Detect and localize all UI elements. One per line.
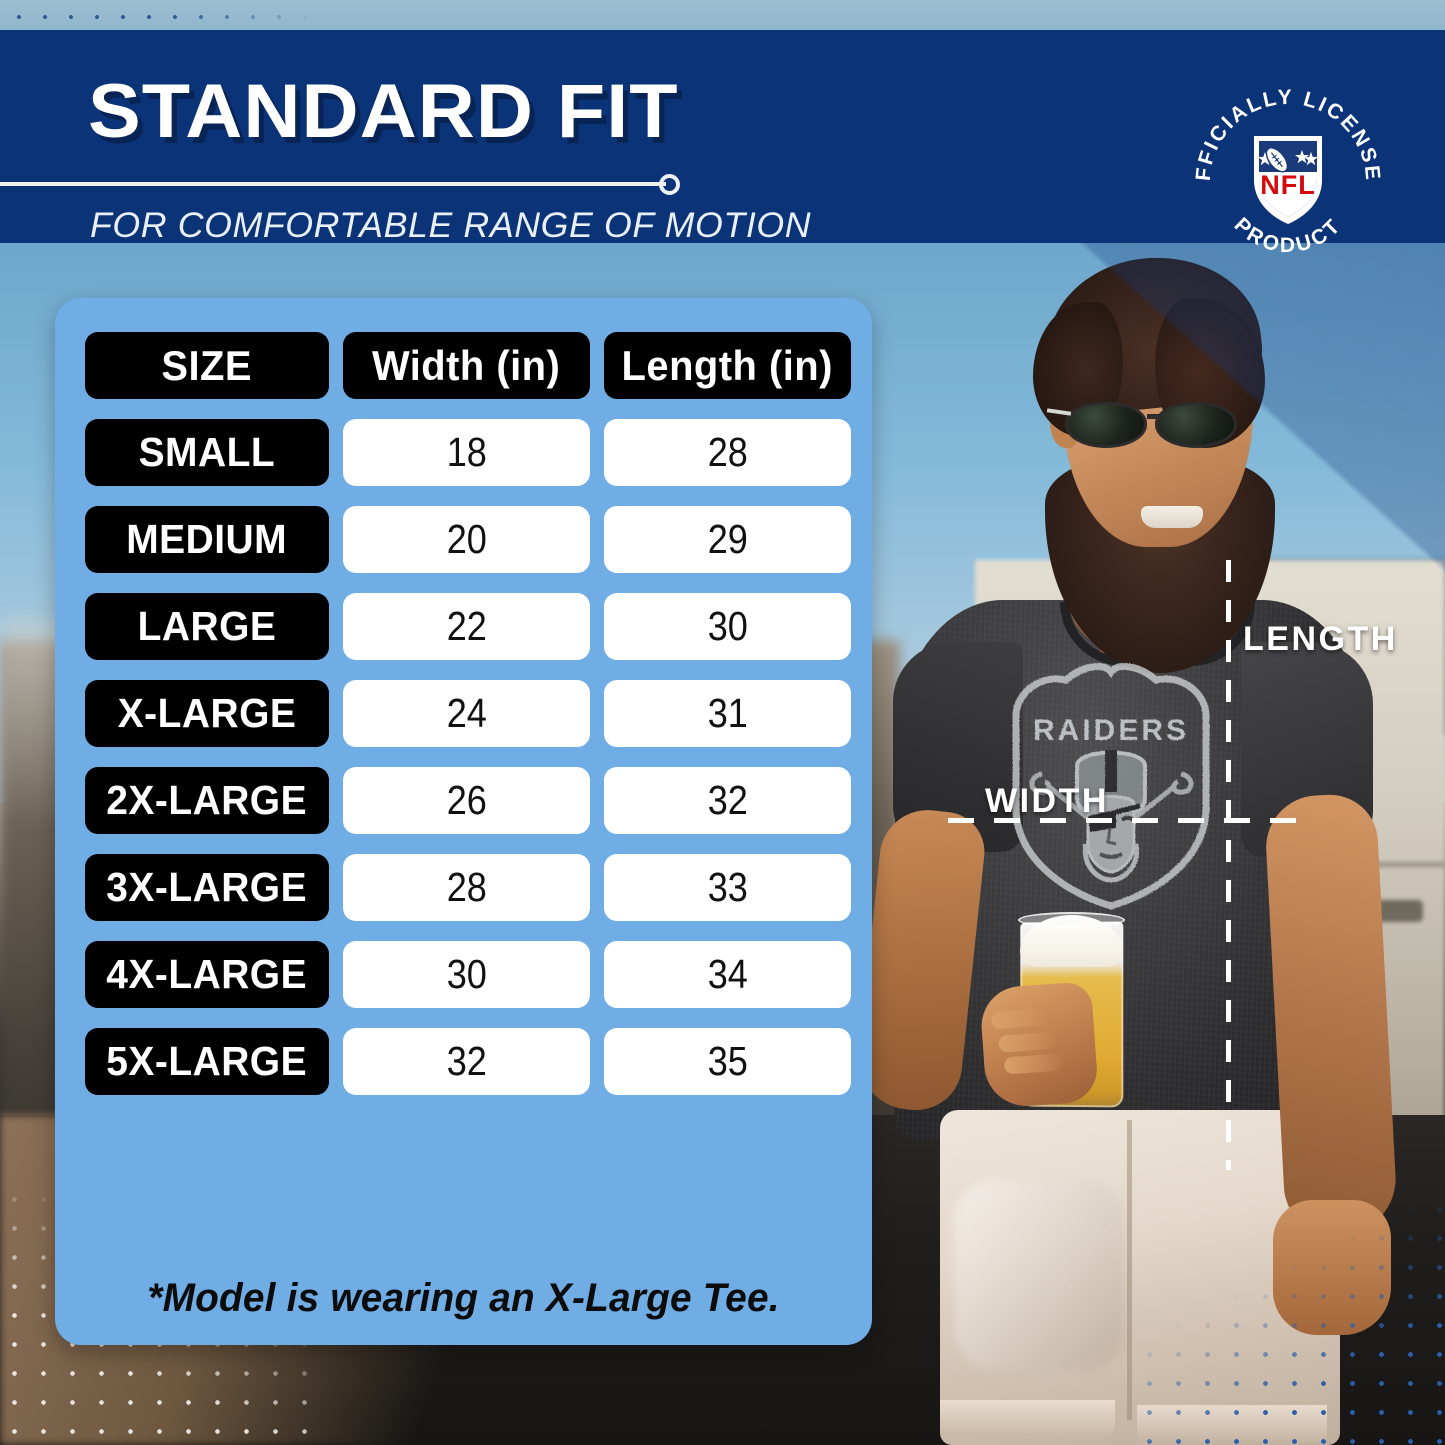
size-label: LARGE xyxy=(137,603,277,649)
model-smile xyxy=(1141,506,1203,528)
length-value: 31 xyxy=(707,690,748,736)
size-label: X-LARGE xyxy=(117,690,297,736)
column-header-width: Width (in) xyxy=(343,332,590,399)
sunglasses-bridge xyxy=(1147,414,1161,419)
width-value: 18 xyxy=(446,429,487,475)
width-cell: 24 xyxy=(343,680,590,747)
finger xyxy=(998,1031,1058,1053)
header-banner: STANDARD FIT FOR COMFORTABLE RANGE OF MO… xyxy=(0,30,1445,257)
dot-pattern-bottom-right xyxy=(1135,1195,1445,1445)
size-cell: X-LARGE xyxy=(85,680,329,747)
width-guide-label: WIDTH xyxy=(985,782,1109,820)
model-sunglasses xyxy=(1046,398,1253,450)
size-label: 4X-LARGE xyxy=(106,951,308,997)
width-value: 30 xyxy=(446,951,487,997)
column-header-size-label: SIZE xyxy=(161,341,253,389)
table-row: LARGE 22 30 xyxy=(85,593,857,660)
size-label: 3X-LARGE xyxy=(106,864,308,910)
column-header-length-label: Length (in) xyxy=(621,341,834,389)
header-divider xyxy=(0,182,666,186)
model-size-footnote: *Model is wearing an X-Large Tee. xyxy=(147,1276,780,1320)
size-table: SIZE Width (in) Length (in) SMALL 18 28 … xyxy=(85,332,857,1095)
width-value: 26 xyxy=(446,777,487,823)
length-guide-label: LENGTH xyxy=(1243,620,1398,658)
shorts-seam xyxy=(1127,1120,1132,1420)
table-row: 5X-LARGE 32 35 xyxy=(85,1028,857,1095)
length-value: 28 xyxy=(707,429,748,475)
length-value: 33 xyxy=(707,864,748,910)
width-value: 28 xyxy=(446,864,487,910)
size-cell: 3X-LARGE xyxy=(85,854,329,921)
table-row: 4X-LARGE 30 34 xyxy=(85,941,857,1008)
sunglasses-lens-right xyxy=(1155,402,1237,448)
length-cell: 35 xyxy=(604,1028,851,1095)
width-value: 22 xyxy=(446,603,487,649)
table-row: 2X-LARGE 26 32 xyxy=(85,767,857,834)
length-cell: 33 xyxy=(604,854,851,921)
model-arm-right xyxy=(1263,792,1399,1238)
size-cell: 4X-LARGE xyxy=(85,941,329,1008)
length-value: 34 xyxy=(707,951,748,997)
size-label: MEDIUM xyxy=(126,516,288,562)
shorts-fold-highlight xyxy=(955,1180,1125,1370)
width-value: 32 xyxy=(446,1038,487,1084)
nfl-wordmark: NFL xyxy=(1260,170,1315,200)
size-label: 5X-LARGE xyxy=(106,1038,308,1084)
width-cell: 30 xyxy=(343,941,590,1008)
length-cell: 28 xyxy=(604,419,851,486)
size-cell: LARGE xyxy=(85,593,329,660)
width-cell: 26 xyxy=(343,767,590,834)
vehicle-door-handle xyxy=(1369,900,1423,922)
width-cell: 32 xyxy=(343,1028,590,1095)
finger xyxy=(1003,1053,1063,1075)
length-cell: 34 xyxy=(604,941,851,1008)
length-cell: 29 xyxy=(604,506,851,573)
width-cell: 20 xyxy=(343,506,590,573)
page-subtitle: FOR COMFORTABLE RANGE OF MOTION xyxy=(90,206,812,245)
nfl-licensed-badge: OFFICIALLY LICENSED PRODUCT xyxy=(1179,56,1388,274)
column-header-size: SIZE xyxy=(85,332,329,399)
width-value: 24 xyxy=(446,690,487,736)
length-value: 30 xyxy=(707,603,748,649)
length-guide-line xyxy=(1226,560,1231,1170)
width-cell: 18 xyxy=(343,419,590,486)
svg-text:RAIDERS: RAIDERS xyxy=(1033,714,1189,747)
size-chart-card: SIZE Width (in) Length (in) SMALL 18 28 … xyxy=(55,298,872,1345)
table-row: SMALL 18 28 xyxy=(85,419,857,486)
length-value: 35 xyxy=(707,1038,748,1084)
sunglasses-lens-left xyxy=(1065,402,1147,448)
size-cell: SMALL xyxy=(85,419,329,486)
length-cell: 30 xyxy=(604,593,851,660)
raiders-shield-icon: RAIDERS xyxy=(1004,658,1219,913)
length-value: 32 xyxy=(707,777,748,823)
width-guide-line xyxy=(948,818,1303,823)
size-cell: 5X-LARGE xyxy=(85,1028,329,1095)
width-cell: 28 xyxy=(343,854,590,921)
model-figure xyxy=(845,247,1445,1445)
length-cell: 31 xyxy=(604,680,851,747)
length-cell: 32 xyxy=(604,767,851,834)
size-label: 2X-LARGE xyxy=(106,777,308,823)
width-cell: 22 xyxy=(343,593,590,660)
finger xyxy=(990,1008,1050,1030)
shorts-cuff-left xyxy=(940,1400,1115,1436)
size-cell: MEDIUM xyxy=(85,506,329,573)
column-header-length: Length (in) xyxy=(604,332,851,399)
page-title: STANDARD FIT xyxy=(88,69,679,154)
table-row: MEDIUM 20 29 xyxy=(85,506,857,573)
length-value: 29 xyxy=(707,516,748,562)
size-cell: 2X-LARGE xyxy=(85,767,329,834)
table-row: 3X-LARGE 28 33 xyxy=(85,854,857,921)
circle-node-icon xyxy=(659,174,680,195)
size-label: SMALL xyxy=(138,429,276,475)
beer-glass-rim xyxy=(1018,912,1125,928)
model-hand-left xyxy=(978,981,1100,1109)
table-header-row: SIZE Width (in) Length (in) xyxy=(85,332,857,399)
table-row: X-LARGE 24 31 xyxy=(85,680,857,747)
width-value: 20 xyxy=(446,516,487,562)
column-header-width-label: Width (in) xyxy=(372,341,561,389)
